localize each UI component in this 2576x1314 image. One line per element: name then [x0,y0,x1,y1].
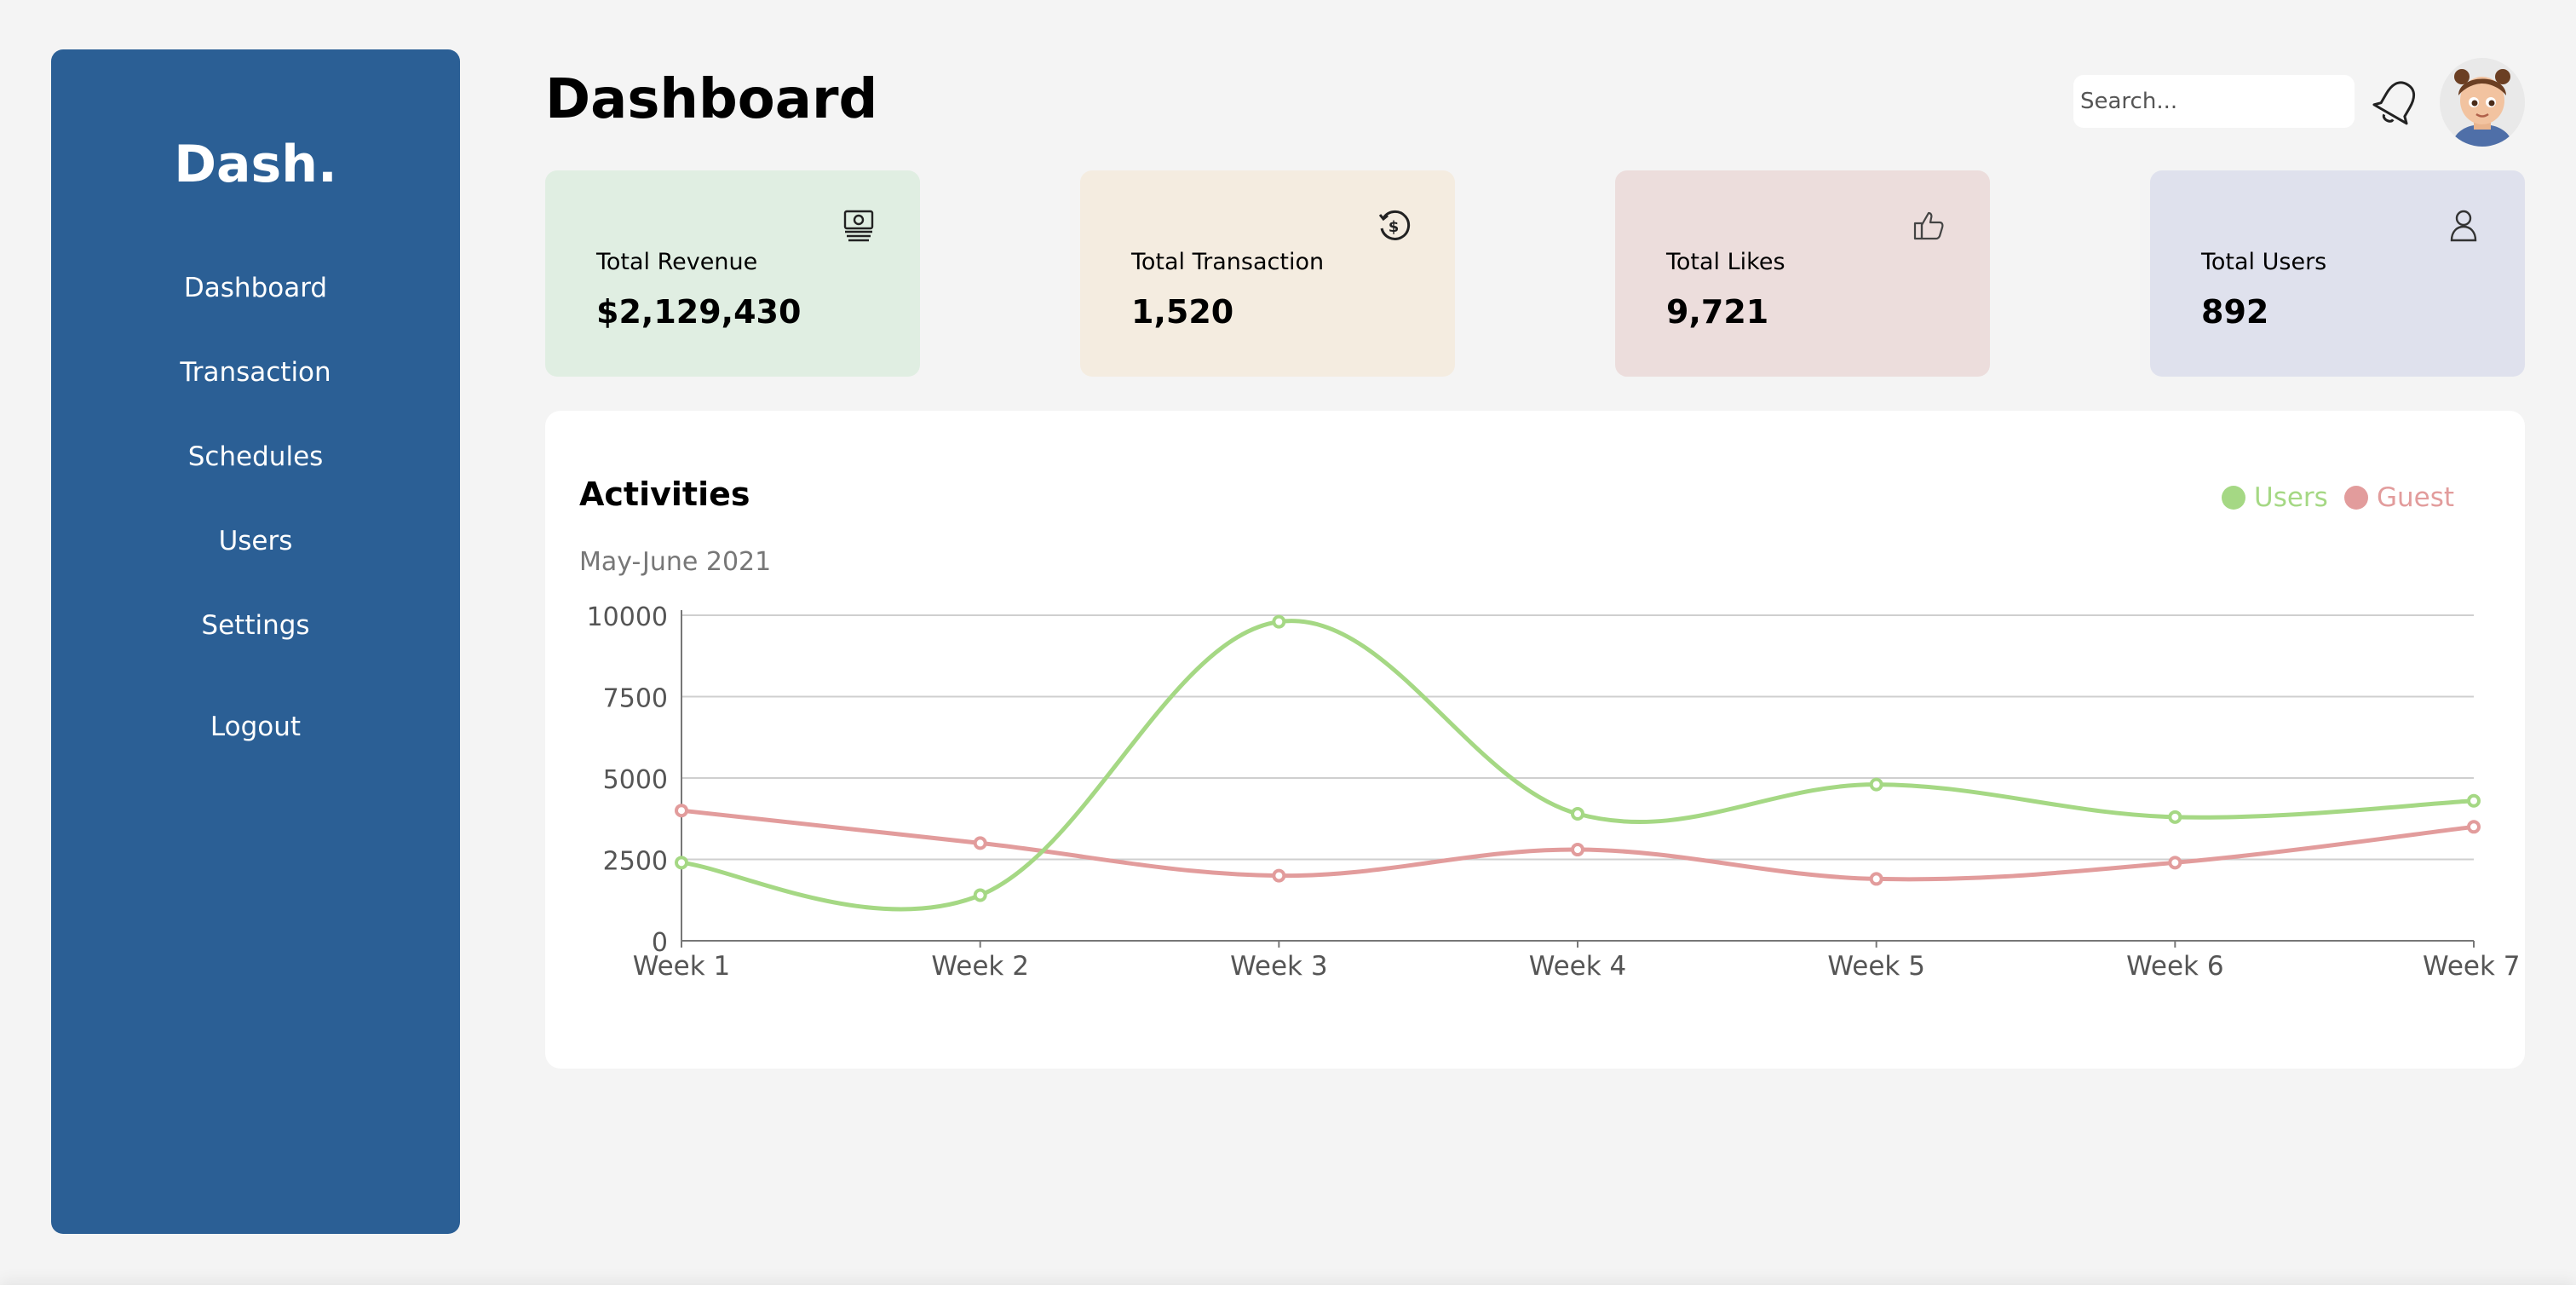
user-icon [2445,206,2482,244]
money-icon [840,206,877,244]
card-value: 9,721 [1666,293,1769,331]
data-point-users [973,888,987,902]
sidebar-item-users[interactable]: Users [218,526,293,556]
avatar[interactable] [2440,58,2525,147]
sidebar-item-schedules[interactable]: Schedules [187,441,324,472]
x-tick-label: Week 6 [2126,951,2224,982]
x-tick-label: Week 1 [633,951,731,982]
data-point-users [2168,810,2182,824]
data-point-guest [1869,872,1883,886]
data-point-guest [1571,843,1584,857]
stat-card-likes: Total Likes 9,721 [1615,170,1990,377]
card-label: Total Likes [1666,249,1785,275]
stat-card-transaction: $ Total Transaction 1,520 [1080,170,1455,377]
x-tick-label: Week 5 [1827,951,1925,982]
legend-item-guest[interactable]: Guest [2344,482,2454,513]
sidebar-item-logout[interactable]: Logout [210,712,302,742]
data-point-users [2467,793,2481,808]
stat-card-users: Total Users 892 [2150,170,2525,377]
legend-label-guest: Guest [2377,482,2455,513]
y-tick-label: 0 [652,928,668,958]
y-tick-label: 10000 [587,602,668,632]
svg-text:$: $ [1389,218,1400,236]
activities-panel: Activities May-June 2021 Users Guest 0 25… [545,411,2525,1069]
card-label: Total Revenue [596,249,758,275]
like-icon [1910,206,1947,244]
page-title: Dashboard [545,68,878,131]
x-tick-label: Week 3 [1230,951,1328,982]
series-line-users [681,619,2475,912]
y-tick-label: 7500 [603,684,668,714]
activities-subtitle: May-June 2021 [579,547,772,577]
activities-title: Activities [579,475,750,513]
card-value: 892 [2201,293,2269,331]
sidebar: Dash. Dashboard Transaction Schedules Us… [51,49,460,1234]
data-point-users [1272,614,1286,629]
data-point-guest [1272,868,1286,883]
data-point-users [1571,807,1584,821]
stat-card-revenue: Total Revenue $2,129,430 [545,170,920,377]
x-tick-label: Week 7 [2423,951,2521,982]
card-value: 1,520 [1131,293,1234,331]
y-tick-label: 2500 [603,847,668,877]
legend-dot-users [2222,486,2245,510]
data-point-users [1869,777,1883,792]
x-tick-label: Week 4 [1529,951,1627,982]
data-point-guest [675,804,688,818]
data-point-guest [2168,856,2182,870]
card-label: Total Users [2201,249,2327,275]
sidebar-item-transaction[interactable]: Transaction [180,357,331,388]
data-point-guest [2467,820,2481,834]
activity-chart: 0 2500 5000 7500 10000 Week 1 Week 2 Week 3 Week… [587,602,2521,982]
legend-label-users: Users [2254,482,2328,513]
legend-item-users[interactable]: Users [2222,482,2328,513]
x-tick-label: Week 2 [931,951,1029,982]
sidebar-item-dashboard[interactable]: Dashboard [183,273,328,303]
brand-logo: Dash. [174,135,337,194]
data-point-guest [973,836,987,850]
sidebar-item-settings[interactable]: Settings [201,610,310,641]
data-point-users [675,856,688,870]
bell-icon[interactable] [2372,75,2423,130]
search-input[interactable] [2073,75,2355,128]
legend-dot-guest [2344,486,2368,510]
y-tick-label: 5000 [603,765,668,795]
card-value: $2,129,430 [596,293,802,331]
transaction-icon: $ [1375,206,1412,244]
card-label: Total Transaction [1131,249,1325,275]
bottom-bar [0,1285,2576,1314]
